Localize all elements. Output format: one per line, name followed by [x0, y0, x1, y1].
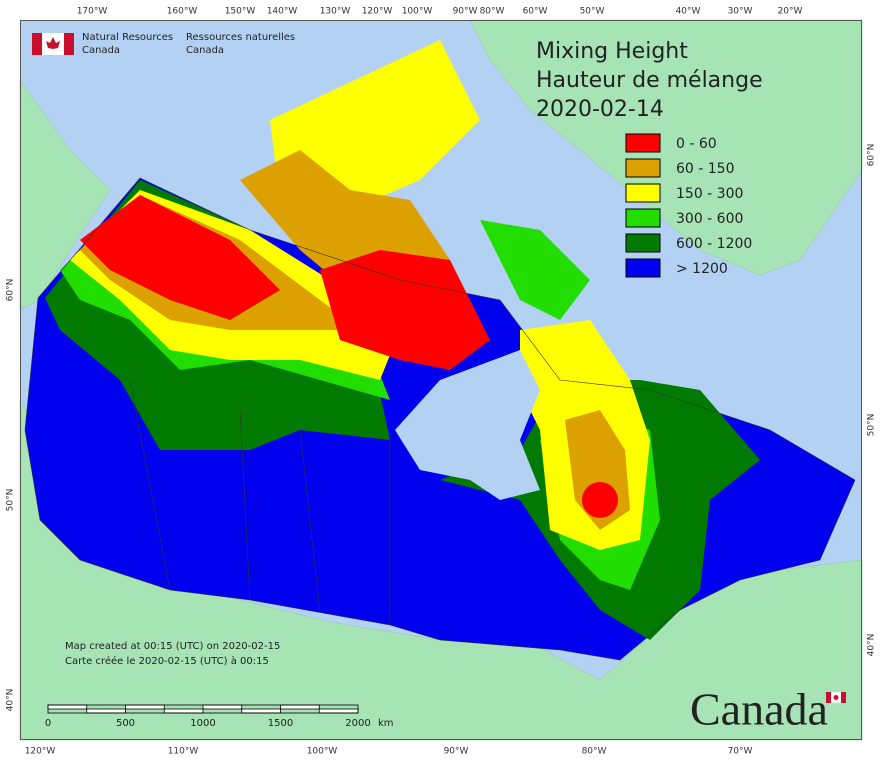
graticule-label: 100°W — [402, 7, 433, 17]
graticule-label: 40°N — [6, 689, 16, 712]
graticule-label: 110°W — [168, 747, 199, 757]
hudson-bay — [395, 350, 540, 500]
legend-label: 600 - 1200 — [676, 236, 752, 252]
scale-unit: km — [378, 718, 394, 729]
legend-label: 60 - 150 — [676, 161, 735, 177]
zone — [270, 40, 480, 210]
title: Mixing Height — [536, 39, 688, 64]
graticule-label: 80°W — [582, 747, 607, 757]
graticule-label: 60°W — [523, 7, 548, 17]
legend-swatch — [625, 258, 661, 278]
canada-wordmark: Canada — [690, 684, 847, 735]
scale-label: 2000 — [345, 718, 370, 729]
scale-segment — [202, 704, 243, 710]
scale-box — [47, 704, 359, 714]
zone — [80, 195, 280, 320]
org-en: Natural Resources — [82, 32, 173, 43]
nrcan-logo — [32, 33, 74, 55]
legend-label: > 1200 — [676, 261, 728, 277]
credit: Carte créée le 2020-02-15 (UTC) à 00:15 — [65, 655, 269, 667]
graticule-label: 70°W — [728, 747, 753, 757]
frame — [20, 20, 862, 740]
graticule-label: 60°N — [867, 144, 877, 167]
boundaries — [24, 177, 856, 661]
scale-label: 1500 — [268, 718, 293, 729]
graticule-label: 50°N — [867, 414, 877, 437]
zone — [320, 250, 490, 370]
graticule-label: 60°N — [6, 279, 16, 302]
legend-swatch — [625, 183, 661, 203]
graticule-label: 30°W — [728, 7, 753, 17]
org-fr: Ressources naturelles — [186, 32, 295, 43]
graticule-label: 170°W — [77, 7, 108, 17]
graticule-label: 40°W — [676, 7, 701, 17]
graticule-label: 50°N — [6, 489, 16, 512]
scale-segment — [241, 708, 281, 714]
zone — [582, 482, 618, 518]
scale-segment — [47, 704, 88, 710]
scale-label: 0 — [45, 718, 51, 729]
legend-label: 0 - 60 — [676, 136, 717, 152]
title: 2020-02-14 — [536, 97, 664, 122]
graticule-label: 40°N — [867, 634, 877, 657]
graticule-label: 80°W — [480, 7, 505, 17]
graticule-label: 90°W — [453, 7, 478, 17]
org-en: Canada — [82, 45, 120, 56]
org-fr: Canada — [186, 45, 224, 56]
scale-segment — [86, 708, 126, 714]
graticule-label: 90°W — [444, 747, 469, 757]
graticule-label: 50°W — [580, 7, 605, 17]
scale-label: 1000 — [190, 718, 215, 729]
legend-swatch — [625, 133, 661, 153]
title: Hauteur de mélange — [536, 68, 763, 93]
scale-segment — [318, 708, 359, 714]
scale-label: 500 — [116, 718, 135, 729]
graticule-label: 20°W — [778, 7, 803, 17]
zone — [480, 220, 590, 320]
graticule-label: 120°W — [25, 747, 56, 757]
scale-segment — [163, 708, 204, 714]
legend-label: 150 - 300 — [676, 186, 743, 202]
wordmark: Canada — [690, 684, 828, 735]
legend-label: 300 - 600 — [676, 211, 743, 227]
graticule-label: 120°W — [362, 7, 393, 17]
scale-segment — [125, 704, 165, 710]
scale-segment — [280, 704, 320, 710]
graticule-label: 130°W — [320, 7, 351, 17]
other-land — [19, 19, 863, 741]
graticule-label: 160°W — [167, 7, 198, 17]
mixing-zones — [25, 40, 855, 660]
graticule-label: 100°W — [307, 747, 338, 757]
legend-swatch — [625, 158, 661, 178]
credit: Map created at 00:15 (UTC) on 2020-02-15 — [65, 641, 280, 652]
graticule-label: 150°W — [225, 7, 256, 17]
graticule-label: 140°W — [267, 7, 298, 17]
legend-swatch — [625, 208, 661, 228]
legend-swatch — [625, 233, 661, 253]
